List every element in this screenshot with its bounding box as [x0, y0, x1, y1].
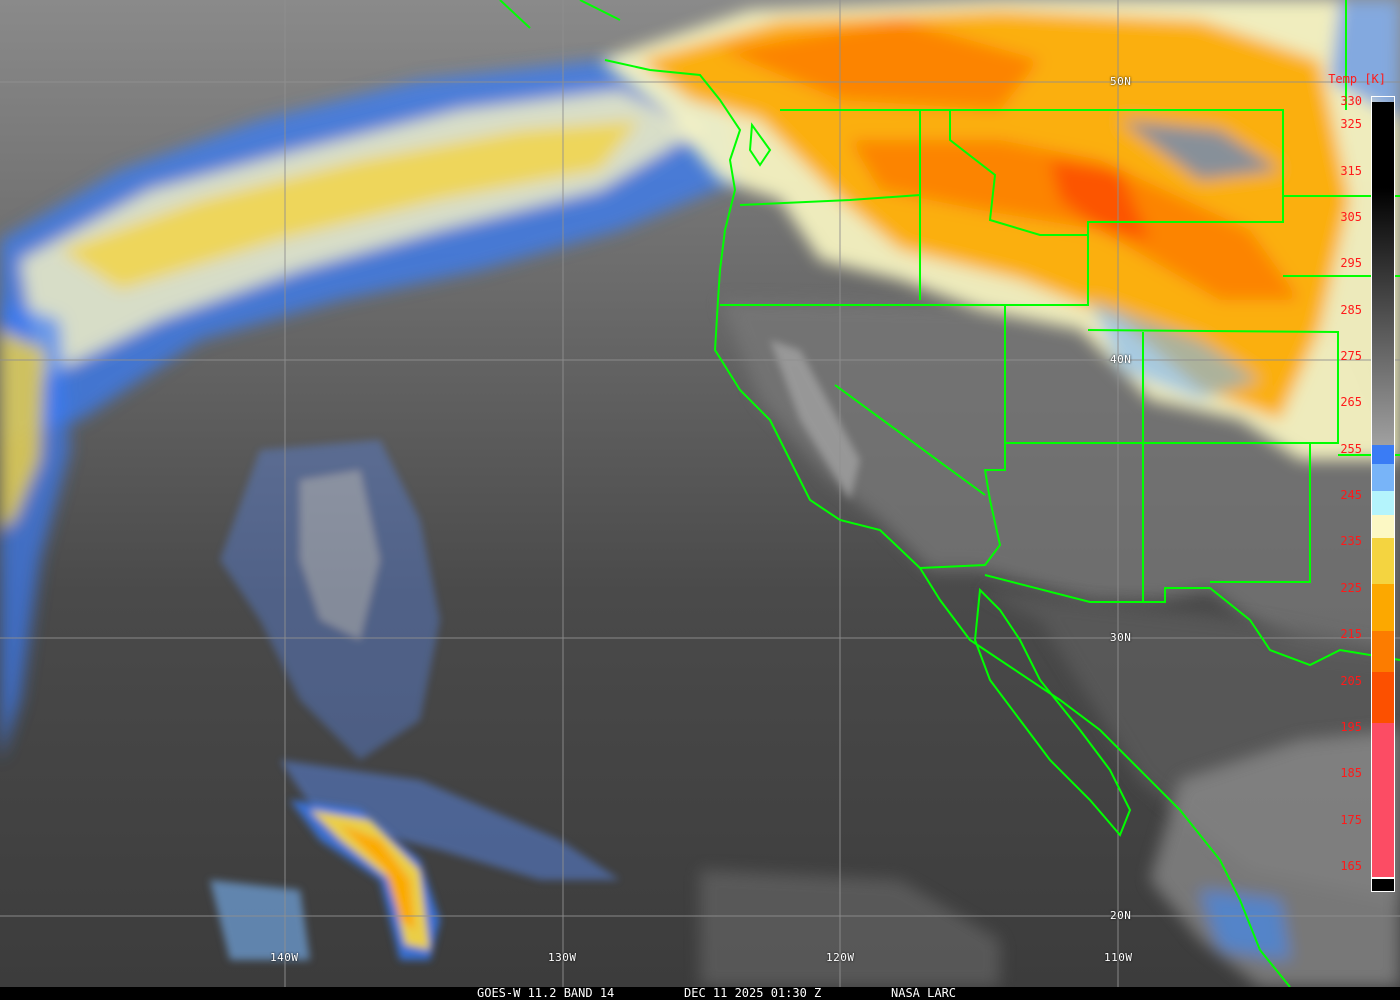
colorbar-segment	[1372, 102, 1394, 446]
lon-label-110w: 110W	[1104, 951, 1133, 964]
colorbar-tick-label: 255	[1340, 441, 1362, 456]
political-boundaries	[499, 0, 1400, 987]
colorbar-tick-label: 325	[1340, 117, 1362, 132]
colorbar-segment	[1372, 491, 1394, 515]
colorbar-tick-label: 285	[1340, 302, 1362, 317]
colorbar-tick-label: 195	[1340, 719, 1362, 734]
colorbar-segment	[1372, 630, 1394, 673]
lat-label-30n: 30N	[1110, 631, 1132, 644]
colorbar-tick-label: 165	[1340, 858, 1362, 873]
credit-label: NASA LARC	[891, 986, 957, 1000]
lon-label-140w: 140W	[270, 951, 299, 964]
colorbar-tick-label: 185	[1340, 766, 1362, 781]
satellite-band-label: GOES-W 11.2 BAND 14	[477, 986, 615, 1000]
cloud-band-north	[600, 0, 1400, 460]
lat-label-40n: 40N	[1110, 353, 1132, 366]
colorbar-tick-label: 295	[1340, 256, 1362, 271]
colorbar-segment	[1372, 537, 1394, 585]
temperature-colorbar	[1371, 96, 1395, 892]
colorbar-segment	[1372, 514, 1394, 538]
cloud-band-northwest	[0, 60, 740, 760]
colorbar-tick-label: 245	[1340, 488, 1362, 503]
colorbar-segment	[1372, 723, 1394, 877]
lon-label-120w: 120W	[826, 951, 855, 964]
colorbar-title: Temp [K]	[1328, 72, 1386, 86]
lat-label-50n: 50N	[1110, 75, 1132, 88]
colorbar-tick-label: 215	[1340, 627, 1362, 642]
colorbar-tick-label: 275	[1340, 348, 1362, 363]
colorbar-cold-end	[1372, 877, 1394, 891]
observation-datetime: DEC 11 2025 01:30 Z	[684, 986, 822, 1000]
lat-label-20n: 20N	[1110, 909, 1132, 922]
colorbar-tick-label: 205	[1340, 673, 1362, 688]
colorbar-tick-label: 305	[1340, 209, 1362, 224]
colorbar-segment	[1372, 584, 1394, 631]
cloud-spiral-west	[220, 440, 620, 880]
lon-label-130w: 130W	[548, 951, 577, 964]
colorbar-segment	[1372, 672, 1394, 724]
colorbar-tick-label: 235	[1340, 534, 1362, 549]
image-caption-bar: GOES-W 11.2 BAND 14 DEC 11 2025 01:30 Z …	[0, 987, 1400, 1000]
colorbar-tick-label: 330	[1340, 94, 1362, 108]
colorbar-tick-label: 265	[1340, 395, 1362, 410]
colorbar-segment	[1372, 463, 1394, 492]
colorbar-tick-label: 315	[1340, 163, 1362, 178]
colorbar-tick-label: 225	[1340, 580, 1362, 595]
colorbar-segment	[1372, 445, 1394, 464]
colorbar-tick-label: 175	[1340, 812, 1362, 827]
cloud-southeast	[700, 730, 1400, 987]
